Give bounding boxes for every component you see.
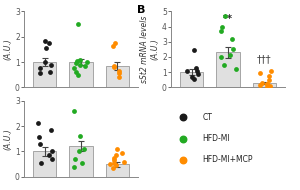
Point	[39, 161, 44, 164]
Point	[223, 14, 227, 17]
Point	[112, 42, 117, 45]
Bar	[69, 146, 93, 177]
Point	[74, 71, 79, 74]
Point	[75, 73, 80, 76]
Point	[111, 66, 116, 69]
Point	[77, 58, 82, 61]
Point	[265, 82, 270, 85]
Text: †††: †††	[257, 55, 272, 65]
Point	[38, 72, 43, 75]
Y-axis label: Tlr4 mRNA levels
(A.U.): Tlr4 mRNA levels (A.U.)	[0, 106, 12, 171]
Text: B: B	[137, 5, 145, 15]
Point	[49, 128, 53, 131]
Point	[108, 162, 113, 165]
Point	[193, 67, 198, 70]
Point	[218, 55, 223, 59]
Point	[184, 70, 189, 73]
Text: HFD-MI+MCP: HFD-MI+MCP	[202, 155, 253, 165]
Point	[222, 63, 226, 66]
Point	[72, 165, 77, 168]
Point	[220, 25, 224, 28]
Text: HFD-MI: HFD-MI	[202, 134, 230, 143]
Point	[71, 109, 76, 112]
Y-axis label: Il33 mRNA levels
(A.U.): Il33 mRNA levels (A.U.)	[0, 17, 12, 82]
Point	[77, 150, 82, 153]
Point	[229, 37, 234, 40]
Y-axis label: sSt2 mRNA levels
(A.U.): sSt2 mRNA levels (A.U.)	[140, 16, 159, 83]
Point	[218, 30, 223, 33]
Point	[264, 83, 269, 86]
Point	[228, 54, 232, 57]
Point	[116, 69, 121, 72]
Point	[81, 147, 86, 150]
Point	[75, 23, 80, 26]
Point	[75, 59, 80, 62]
Point	[78, 63, 82, 66]
Point	[195, 69, 200, 72]
Point	[260, 81, 264, 84]
Point	[44, 47, 49, 50]
Point	[42, 61, 47, 64]
Point	[77, 135, 82, 138]
Point	[257, 84, 262, 87]
Point	[120, 151, 125, 154]
Point	[257, 71, 262, 74]
Point	[111, 44, 116, 47]
Point	[73, 62, 78, 65]
Point	[112, 161, 116, 164]
Point	[85, 61, 89, 64]
Point	[269, 70, 274, 73]
Point	[50, 150, 55, 153]
Point	[46, 154, 51, 157]
Point	[267, 74, 272, 78]
Point	[233, 68, 238, 71]
Point	[50, 158, 54, 161]
Point	[49, 63, 54, 66]
Point	[38, 142, 43, 145]
Point	[82, 64, 87, 67]
Bar	[33, 151, 56, 177]
Point	[189, 75, 194, 78]
Point	[111, 156, 116, 159]
Point	[112, 159, 116, 162]
Point	[110, 166, 115, 169]
Bar	[33, 62, 56, 87]
Bar	[69, 62, 93, 87]
Bar	[216, 52, 240, 87]
Text: CT: CT	[202, 113, 212, 122]
Text: **: **	[223, 14, 233, 24]
Bar	[180, 72, 203, 87]
Point	[266, 78, 271, 81]
Point	[38, 67, 43, 70]
Point	[72, 158, 77, 161]
Point	[268, 84, 272, 87]
Point	[265, 85, 270, 88]
Bar	[253, 83, 276, 87]
Point	[46, 42, 51, 45]
Point	[115, 147, 120, 150]
Bar	[106, 66, 129, 87]
Point	[231, 48, 236, 51]
Point	[117, 76, 122, 79]
Point	[116, 72, 121, 75]
Point	[114, 164, 119, 167]
Point	[192, 49, 197, 52]
Point	[195, 73, 200, 76]
Point	[72, 67, 77, 70]
Point	[43, 39, 47, 42]
Point	[192, 78, 197, 81]
Point	[36, 122, 40, 125]
Point	[112, 64, 116, 67]
Point	[48, 71, 53, 74]
Point	[79, 161, 84, 164]
Point	[37, 136, 41, 139]
Bar	[106, 164, 129, 177]
Point	[122, 160, 127, 163]
Point	[113, 154, 118, 157]
